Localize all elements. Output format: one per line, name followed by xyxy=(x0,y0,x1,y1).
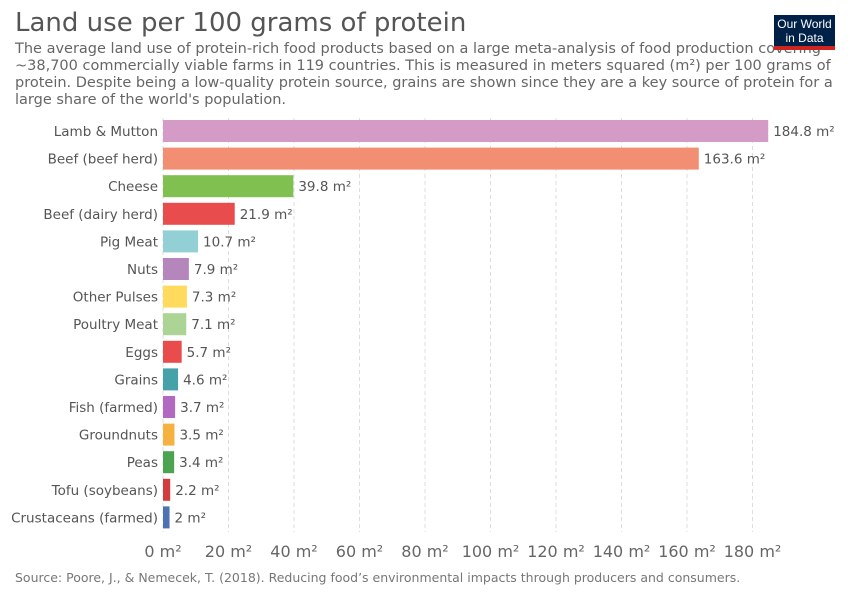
category-labels: Lamb & Mutton Beef (beef herd) Cheese Beef … xyxy=(11,124,158,526)
x-tick-label: 160 m² xyxy=(658,542,716,561)
category-label: Poultry Meat xyxy=(73,317,158,333)
bar[interactable] xyxy=(163,313,187,336)
value-label: 7.1 m² xyxy=(191,317,235,333)
category-label: Nuts xyxy=(127,262,158,278)
x-tick-label: 100 m² xyxy=(462,542,520,561)
category-label: Grains xyxy=(114,372,158,388)
value-label: 3.4 m² xyxy=(179,455,223,471)
value-label: 10.7 m² xyxy=(203,234,256,250)
value-label: 4.6 m² xyxy=(183,372,227,388)
category-label: Eggs xyxy=(125,345,158,361)
x-tick-label: 180 m² xyxy=(724,542,782,561)
value-label: 21.9 m² xyxy=(240,207,293,223)
bar[interactable] xyxy=(163,258,189,280)
category-label: Pig Meat xyxy=(100,234,158,250)
owid-logo[interactable]: Our World in Data xyxy=(774,15,835,50)
chart-subtitle: The average land use of protein-rich foo… xyxy=(15,41,833,108)
value-label: 7.9 m² xyxy=(194,262,238,278)
bar[interactable] xyxy=(163,368,179,391)
category-label: Beef (beef herd) xyxy=(48,152,158,168)
value-label: 163.6 m² xyxy=(704,152,766,168)
value-labels: 184.8 m² 163.6 m² 39.8 m² 21.9 m² 10.7 m² 7.9… xyxy=(175,124,835,526)
x-tick-label: 40 m² xyxy=(270,542,317,561)
category-label: Groundnuts xyxy=(79,428,158,444)
category-label: Lamb & Mutton xyxy=(54,124,158,140)
value-label: 184.8 m² xyxy=(773,124,835,140)
x-tick-label: 0 m² xyxy=(144,542,181,561)
bar[interactable] xyxy=(163,451,175,474)
x-tick-label: 60 m² xyxy=(336,542,383,561)
bar[interactable] xyxy=(163,285,187,308)
value-label: 3.7 m² xyxy=(180,400,224,416)
bar[interactable] xyxy=(163,120,769,142)
category-label: Fish (farmed) xyxy=(69,400,158,416)
category-label: Peas xyxy=(127,455,158,471)
value-label: 5.7 m² xyxy=(187,345,231,361)
x-tick-label: 140 m² xyxy=(593,542,651,561)
bar[interactable] xyxy=(163,175,294,198)
bars xyxy=(163,120,769,529)
bar[interactable] xyxy=(163,396,176,418)
bar[interactable] xyxy=(163,506,170,529)
x-tick-label: 120 m² xyxy=(527,542,585,561)
value-label: 2.2 m² xyxy=(175,483,219,499)
x-axis-ticks: 0 m² 20 m² 40 m² 60 m² 80 m² 100 m² 120 m² 140 … xyxy=(144,542,781,561)
chart-title: Land use per 100 grams of protein xyxy=(15,8,467,38)
x-tick-label: 20 m² xyxy=(205,542,252,561)
value-label: 3.5 m² xyxy=(179,428,223,444)
category-label: Tofu (soybeans) xyxy=(51,483,158,499)
bar[interactable] xyxy=(163,147,699,170)
bar[interactable] xyxy=(163,340,182,363)
bar[interactable] xyxy=(163,230,199,253)
bar[interactable] xyxy=(163,202,235,225)
bar[interactable] xyxy=(163,423,175,446)
logo-line-1: Our World xyxy=(777,17,832,31)
value-label: 2 m² xyxy=(175,510,206,526)
category-label: Beef (dairy herd) xyxy=(43,207,158,223)
logo-line-2: in Data xyxy=(785,31,824,45)
source-note: Source: Poore, J., & Nemecek, T. (2018).… xyxy=(15,570,741,585)
value-label: 39.8 m² xyxy=(298,179,351,195)
category-label: Cheese xyxy=(108,179,158,195)
bar[interactable] xyxy=(163,478,171,501)
value-label: 7.3 m² xyxy=(192,290,236,306)
x-tick-label: 80 m² xyxy=(401,542,448,561)
category-label: Other Pulses xyxy=(73,290,158,306)
category-label: Crustaceans (farmed) xyxy=(11,510,158,526)
